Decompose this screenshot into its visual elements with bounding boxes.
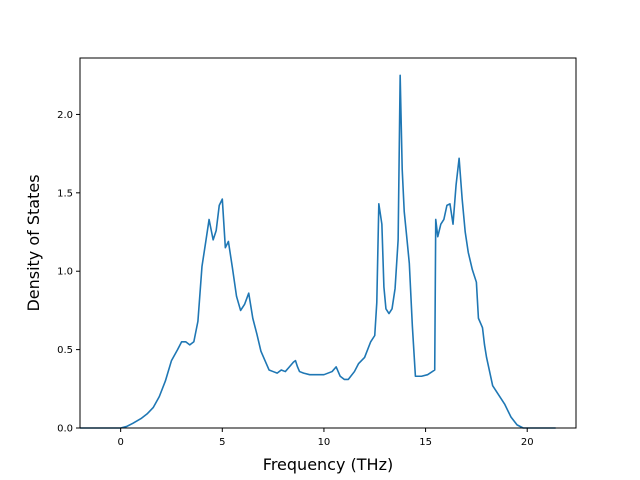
- x-axis-ticks: 0 5 10 15 20: [117, 428, 534, 448]
- plot-layer: [80, 74, 556, 429]
- x-tick-label: 0: [117, 437, 123, 448]
- dos-series-line-0: [80, 74, 556, 429]
- y-tick-label: 0.0: [57, 424, 73, 435]
- y-tick-label: 1.0: [57, 267, 73, 278]
- y-axis-label: Density of States: [24, 174, 43, 311]
- y-tick-label: 2.0: [57, 110, 73, 121]
- y-axis-ticks: 0.0 0.5 1.0 1.5 2.0: [57, 110, 80, 435]
- x-tick-label: 15: [419, 437, 432, 448]
- x-tick-label: 5: [219, 437, 225, 448]
- x-tick-label: 20: [521, 437, 534, 448]
- x-axis-label: Frequency (THz): [263, 455, 393, 474]
- plot-frame: [79, 57, 577, 429]
- x-tick-label: 10: [318, 437, 331, 448]
- y-tick-label: 0.5: [57, 345, 73, 356]
- y-tick-label: 1.5: [57, 188, 73, 199]
